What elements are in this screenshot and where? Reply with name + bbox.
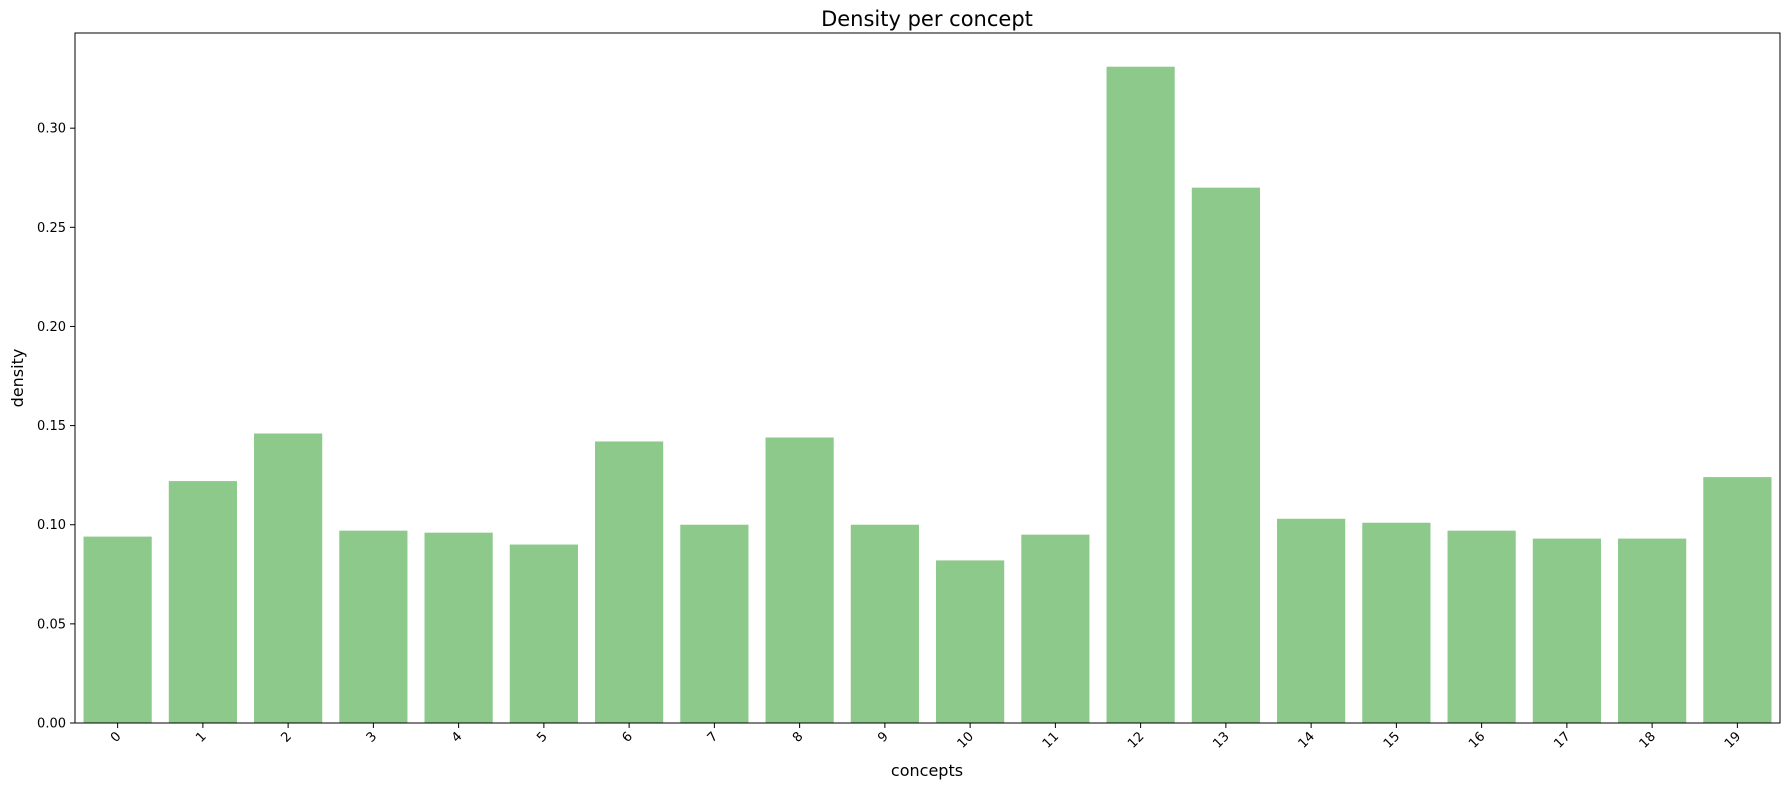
x-tick-label-2: 2 — [278, 729, 294, 745]
bar-19 — [1703, 477, 1772, 723]
x-tick-label-18: 18 — [1637, 729, 1659, 751]
bar-0 — [83, 536, 152, 723]
x-tick-label-6: 6 — [619, 729, 635, 745]
plot-frame — [74, 32, 1781, 724]
x-tick-label-4: 4 — [449, 729, 465, 745]
y-tick-label-4: 0.20 — [37, 320, 66, 335]
bar-5 — [509, 544, 578, 723]
x-tick-label-17: 17 — [1551, 729, 1573, 751]
x-tick-label-10: 10 — [955, 729, 977, 751]
bar-15 — [1362, 522, 1431, 723]
bar-10 — [936, 560, 1005, 723]
chart-title: Density per concept — [821, 7, 1033, 31]
x-tick-label-5: 5 — [534, 729, 550, 745]
y-tick-label-5: 0.25 — [37, 221, 66, 236]
x-tick-label-1: 1 — [193, 729, 209, 745]
x-tick-label-0: 0 — [108, 729, 124, 745]
y-tick-label-2: 0.10 — [37, 518, 66, 533]
x-tick-label-14: 14 — [1296, 729, 1318, 751]
x-tick-label-15: 15 — [1381, 729, 1403, 751]
bar-12 — [1106, 66, 1175, 723]
x-axis-label: concepts — [891, 761, 963, 780]
bar-13 — [1191, 187, 1260, 723]
y-axis: 0.00 0.05 0.10 0.15 0.20 0.25 0.30 — [37, 122, 75, 732]
y-tick-label-0: 0.00 — [37, 717, 66, 732]
x-tick-label-8: 8 — [790, 729, 806, 745]
x-tick-label-9: 9 — [875, 729, 891, 745]
y-tick-label-6: 0.30 — [37, 122, 66, 137]
y-axis-label: density — [8, 349, 27, 408]
bar-8 — [765, 437, 834, 723]
bar-6 — [595, 441, 664, 723]
bar-2 — [254, 433, 323, 723]
bar-9 — [850, 524, 919, 723]
bar-18 — [1618, 538, 1687, 723]
x-tick-label-7: 7 — [705, 729, 721, 745]
bar-7 — [680, 524, 749, 723]
bar-17 — [1532, 538, 1601, 723]
x-tick-label-11: 11 — [1040, 729, 1062, 751]
bar-4 — [424, 532, 493, 723]
x-tick-label-3: 3 — [364, 729, 380, 745]
x-tick-label-19: 19 — [1722, 729, 1744, 751]
y-tick-label-3: 0.15 — [37, 419, 66, 434]
bar-1 — [168, 481, 237, 723]
x-tick-label-12: 12 — [1125, 729, 1147, 751]
bar-3 — [339, 530, 408, 723]
bars-group — [83, 66, 1772, 723]
y-tick-label-1: 0.05 — [37, 617, 66, 632]
bar-14 — [1277, 518, 1346, 723]
bar-16 — [1447, 530, 1516, 723]
x-axis: 0 1 2 3 4 5 6 7 8 9 10 11 12 13 14 15 16 17 18 19 — [108, 723, 1744, 752]
x-tick-label-16: 16 — [1466, 729, 1488, 751]
x-tick-label-13: 13 — [1210, 729, 1232, 751]
bar-11 — [1021, 534, 1090, 723]
